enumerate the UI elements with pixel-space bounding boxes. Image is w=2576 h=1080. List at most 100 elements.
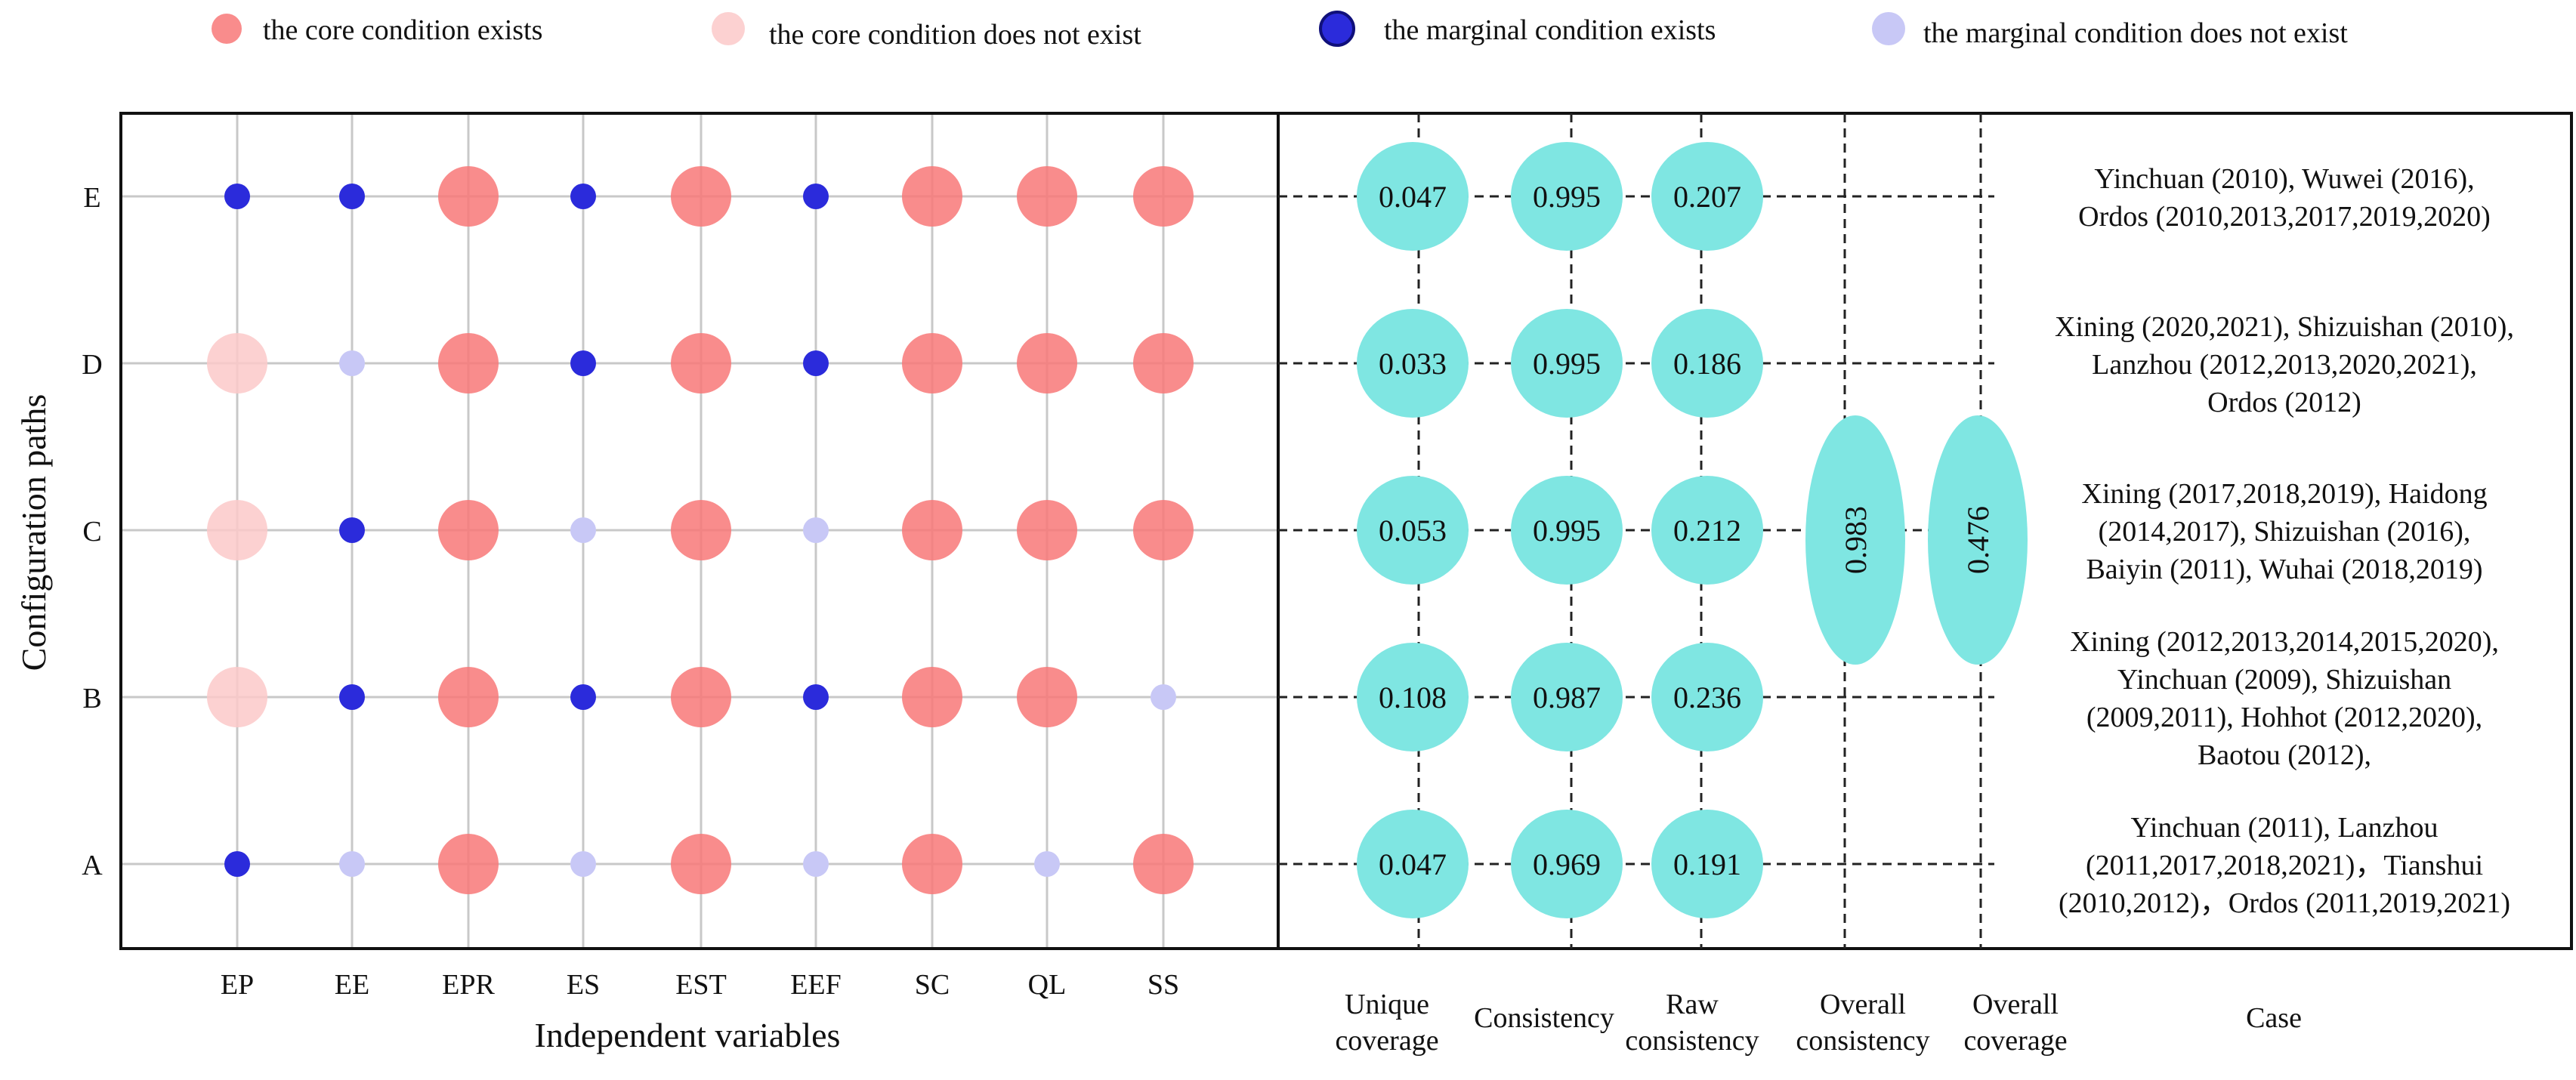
metric-bubble-unique-coverage-E <box>1357 142 1469 251</box>
variable-tick-es: ES <box>567 969 600 1001</box>
variable-tick-epr: EPR <box>442 969 495 1001</box>
condition-dot-A-est-core-exists <box>671 834 731 894</box>
variable-tick-eef: EEF <box>790 969 842 1001</box>
variable-tick-est: EST <box>675 969 727 1001</box>
metric-dashed-gridlines <box>1278 113 1994 949</box>
variable-tick-ss: SS <box>1147 969 1179 1001</box>
condition-dot-D-epr-core-exists <box>438 333 499 393</box>
condition-dot-C-est-core-exists <box>671 500 731 560</box>
variable-tick-sc: SC <box>915 969 950 1001</box>
path-tick-A: A <box>82 850 103 881</box>
case-line-E: Yinchuan (2010), Wuwei (2016), <box>2094 163 2474 195</box>
condition-dot-C-es-marginal-absent <box>570 517 596 543</box>
condition-dot-C-ql-core-exists <box>1017 500 1077 560</box>
condition-dot-C-epr-core-exists <box>438 500 499 560</box>
metric-value-consistency-D: 0.995 <box>1533 347 1601 381</box>
legend-marker-core-absent <box>712 12 745 45</box>
condition-dot-C-eef-marginal-absent <box>803 517 829 543</box>
y-axis-title: Configuration paths <box>14 394 53 671</box>
metric-value-consistency-A: 0.969 <box>1533 847 1601 881</box>
case-line-A: (2011,2017,2018,2021)，Tianshui <box>2086 850 2483 881</box>
legend: the core condition exists the core condi… <box>212 11 2348 51</box>
case-line-A: (2010,2012)，Ordos (2011,2019,2021) <box>2059 887 2510 919</box>
condition-dot-A-epr-core-exists <box>438 834 499 894</box>
condition-dot-B-ql-core-exists <box>1017 667 1077 727</box>
condition-dot-E-sc-core-exists <box>902 166 962 227</box>
condition-dot-A-ep-marginal-exists <box>224 851 250 877</box>
condition-dot-E-ql-core-exists <box>1017 166 1077 227</box>
condition-dot-A-sc-core-exists <box>902 834 962 894</box>
case-line-B: Yinchuan (2009), Shizuishan <box>2117 664 2451 696</box>
path-tick-B: B <box>82 683 101 714</box>
path-tick-C: C <box>82 516 101 548</box>
condition-dot-A-ql-marginal-absent <box>1034 851 1060 877</box>
condition-dot-B-ee-marginal-exists <box>339 684 365 710</box>
condition-dot-D-ql-core-exists <box>1017 333 1077 393</box>
case-line-D: Lanzhou (2012,2013,2020,2021), <box>2092 349 2477 381</box>
condition-dot-D-sc-core-exists <box>902 333 962 393</box>
condition-dot-A-ee-marginal-absent <box>339 851 365 877</box>
metric-value-unique-coverage-A: 0.047 <box>1379 847 1447 881</box>
header-case: Case <box>2246 1002 2302 1034</box>
path-tick-D: D <box>82 349 102 381</box>
legend-label-marginal-exists: the marginal condition exists <box>1384 14 1716 46</box>
metric-value-raw-consistency-B: 0.236 <box>1673 680 1741 714</box>
metric-value-unique-coverage-B: 0.108 <box>1379 680 1447 714</box>
condition-dot-E-ee-marginal-exists <box>339 184 365 209</box>
metric-bubble-raw-consistency-E <box>1651 142 1763 251</box>
metric-bubble-raw-consistency-A <box>1651 810 1763 918</box>
condition-dot-E-ss-core-exists <box>1133 166 1194 227</box>
legend-label-core-absent: the core condition does not exist <box>769 19 1141 51</box>
metric-value-unique-coverage-C: 0.053 <box>1379 514 1447 548</box>
legend-label-marginal-absent: the marginal condition does not exist <box>1923 17 2348 49</box>
metric-bubble-unique-coverage-A <box>1357 810 1469 918</box>
metric-bubble-raw-consistency-D <box>1651 309 1763 418</box>
variable-tick-ep: EP <box>221 969 254 1001</box>
case-line-C: Xining (2017,2018,2019), Haidong <box>2081 478 2487 510</box>
case-line-D: Ordos (2012) <box>2207 387 2361 418</box>
metric-value-raw-consistency-E: 0.207 <box>1673 180 1741 214</box>
metric-value-raw-consistency-A: 0.191 <box>1673 847 1741 881</box>
condition-dot-A-eef-marginal-absent <box>803 851 829 877</box>
metric-bubble-consistency-D <box>1511 309 1623 418</box>
case-line-E: Ordos (2010,2013,2017,2019,2020) <box>2078 201 2491 233</box>
case-line-B: (2009,2011), Hohhot (2012,2020), <box>2086 702 2482 733</box>
metric-bubbles: 0.047 0.995 0.207 0.033 0.995 0.186 0.053 0.995… <box>1357 142 1763 918</box>
metric-value-unique-coverage-D: 0.033 <box>1379 347 1447 381</box>
metric-bubble-raw-consistency-B <box>1651 643 1763 751</box>
case-line-C: Baiyin (2011), Wuhai (2018,2019) <box>2086 554 2482 585</box>
path-tick-E: E <box>83 182 100 214</box>
header-overall-coverage: Overall coverage <box>1963 989 2067 1057</box>
condition-dot-D-ee-marginal-absent <box>339 350 365 376</box>
metric-value-consistency-C: 0.995 <box>1533 514 1601 548</box>
condition-dot-C-ss-core-exists <box>1133 500 1194 560</box>
condition-dot-D-eef-marginal-exists <box>803 350 829 376</box>
header-raw-consistency: Raw consistency <box>1625 989 1759 1057</box>
metric-bubble-consistency-B <box>1511 643 1623 751</box>
condition-dot-B-es-marginal-exists <box>570 684 596 710</box>
case-line-D: Xining (2020,2021), Shizuishan (2010), <box>2055 311 2514 343</box>
condition-dot-A-ss-core-exists <box>1133 834 1194 894</box>
metric-bubble-consistency-E <box>1511 142 1623 251</box>
variable-tick-labels: EP EE EPR ES EST EEF SC QL SS <box>221 969 1179 1001</box>
variable-tick-ee: EE <box>335 969 369 1001</box>
condition-dot-E-ep-marginal-exists <box>224 184 250 209</box>
path-tick-labels: E D C B A <box>82 182 103 881</box>
condition-dot-C-ep-core-absent <box>207 500 267 560</box>
case-line-B: Baotou (2012), <box>2198 739 2371 771</box>
condition-dot-D-ep-core-absent <box>207 333 267 393</box>
metric-value-consistency-B: 0.987 <box>1533 680 1601 714</box>
condition-dot-E-es-marginal-exists <box>570 184 596 209</box>
overall-consistency-ellipse: 0.983 <box>1805 415 1905 665</box>
metric-value-raw-consistency-D: 0.186 <box>1673 347 1741 381</box>
metric-bubble-consistency-A <box>1511 810 1623 918</box>
condition-dot-E-eef-marginal-exists <box>803 184 829 209</box>
legend-marker-marginal-exists <box>1319 11 1355 47</box>
legend-marker-core-exists <box>212 14 242 44</box>
condition-dot-C-ee-marginal-exists <box>339 517 365 543</box>
header-consistency: Consistency <box>1474 1002 1614 1034</box>
condition-dot-D-es-marginal-exists <box>570 350 596 376</box>
overall-consistency-value: 0.983 <box>1839 506 1873 574</box>
header-unique-coverage: Unique coverage <box>1335 989 1438 1057</box>
